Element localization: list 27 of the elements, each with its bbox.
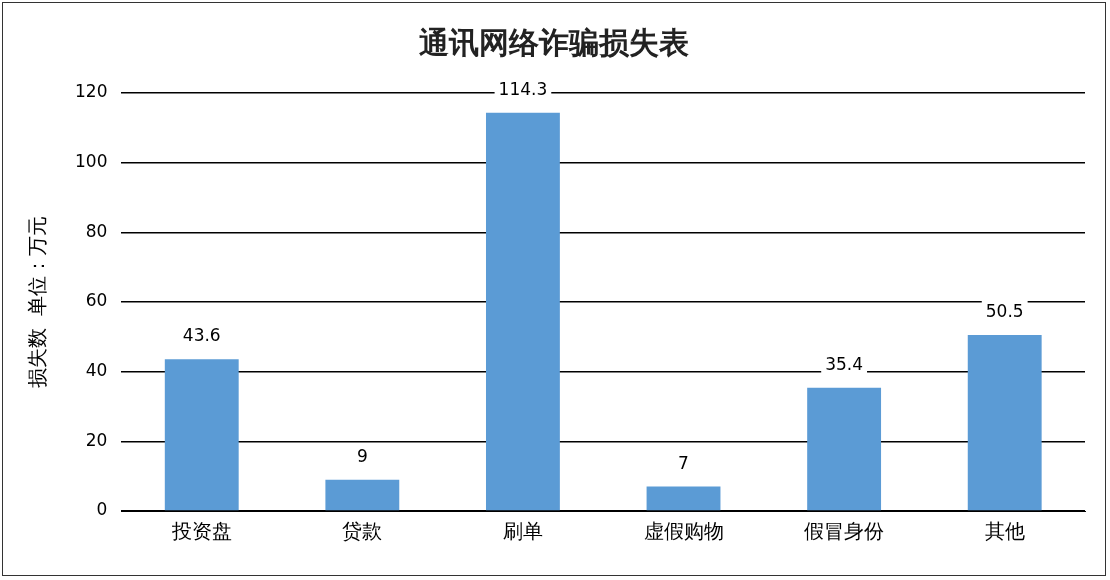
bar	[646, 486, 721, 511]
chart-title: 通讯网络诈骗损失表	[419, 24, 689, 60]
data-label: 50.5	[985, 301, 1024, 322]
data-label: 7	[678, 452, 689, 473]
x-tick-label: 贷款	[342, 519, 383, 544]
y-tick-label: 80	[85, 220, 108, 241]
bar	[164, 359, 239, 511]
y-tick-label: 120	[74, 81, 108, 102]
y-tick-label: 100	[74, 151, 108, 172]
bar	[485, 112, 560, 511]
data-label: 9	[356, 445, 368, 466]
x-tick-label: 投资盘	[170, 519, 232, 544]
y-tick-label: 0	[96, 499, 108, 520]
data-label: 35.4	[825, 353, 864, 374]
x-tick-label: 其他	[984, 519, 1025, 544]
y-tick-label: 60	[85, 290, 108, 311]
data-label: 114.3	[498, 78, 548, 99]
data-label: 43.6	[182, 325, 221, 346]
y-axis-title: 损失数 单位：万元	[25, 215, 50, 389]
x-tick-label: 刷单	[502, 519, 543, 544]
y-tick-label: 20	[85, 429, 108, 450]
x-tick-label: 虚假购物	[643, 519, 724, 544]
bar	[807, 387, 882, 511]
bar	[967, 335, 1042, 511]
bar	[325, 479, 400, 511]
x-tick-label: 假冒身份	[804, 519, 885, 544]
y-tick-label: 40	[85, 360, 108, 381]
